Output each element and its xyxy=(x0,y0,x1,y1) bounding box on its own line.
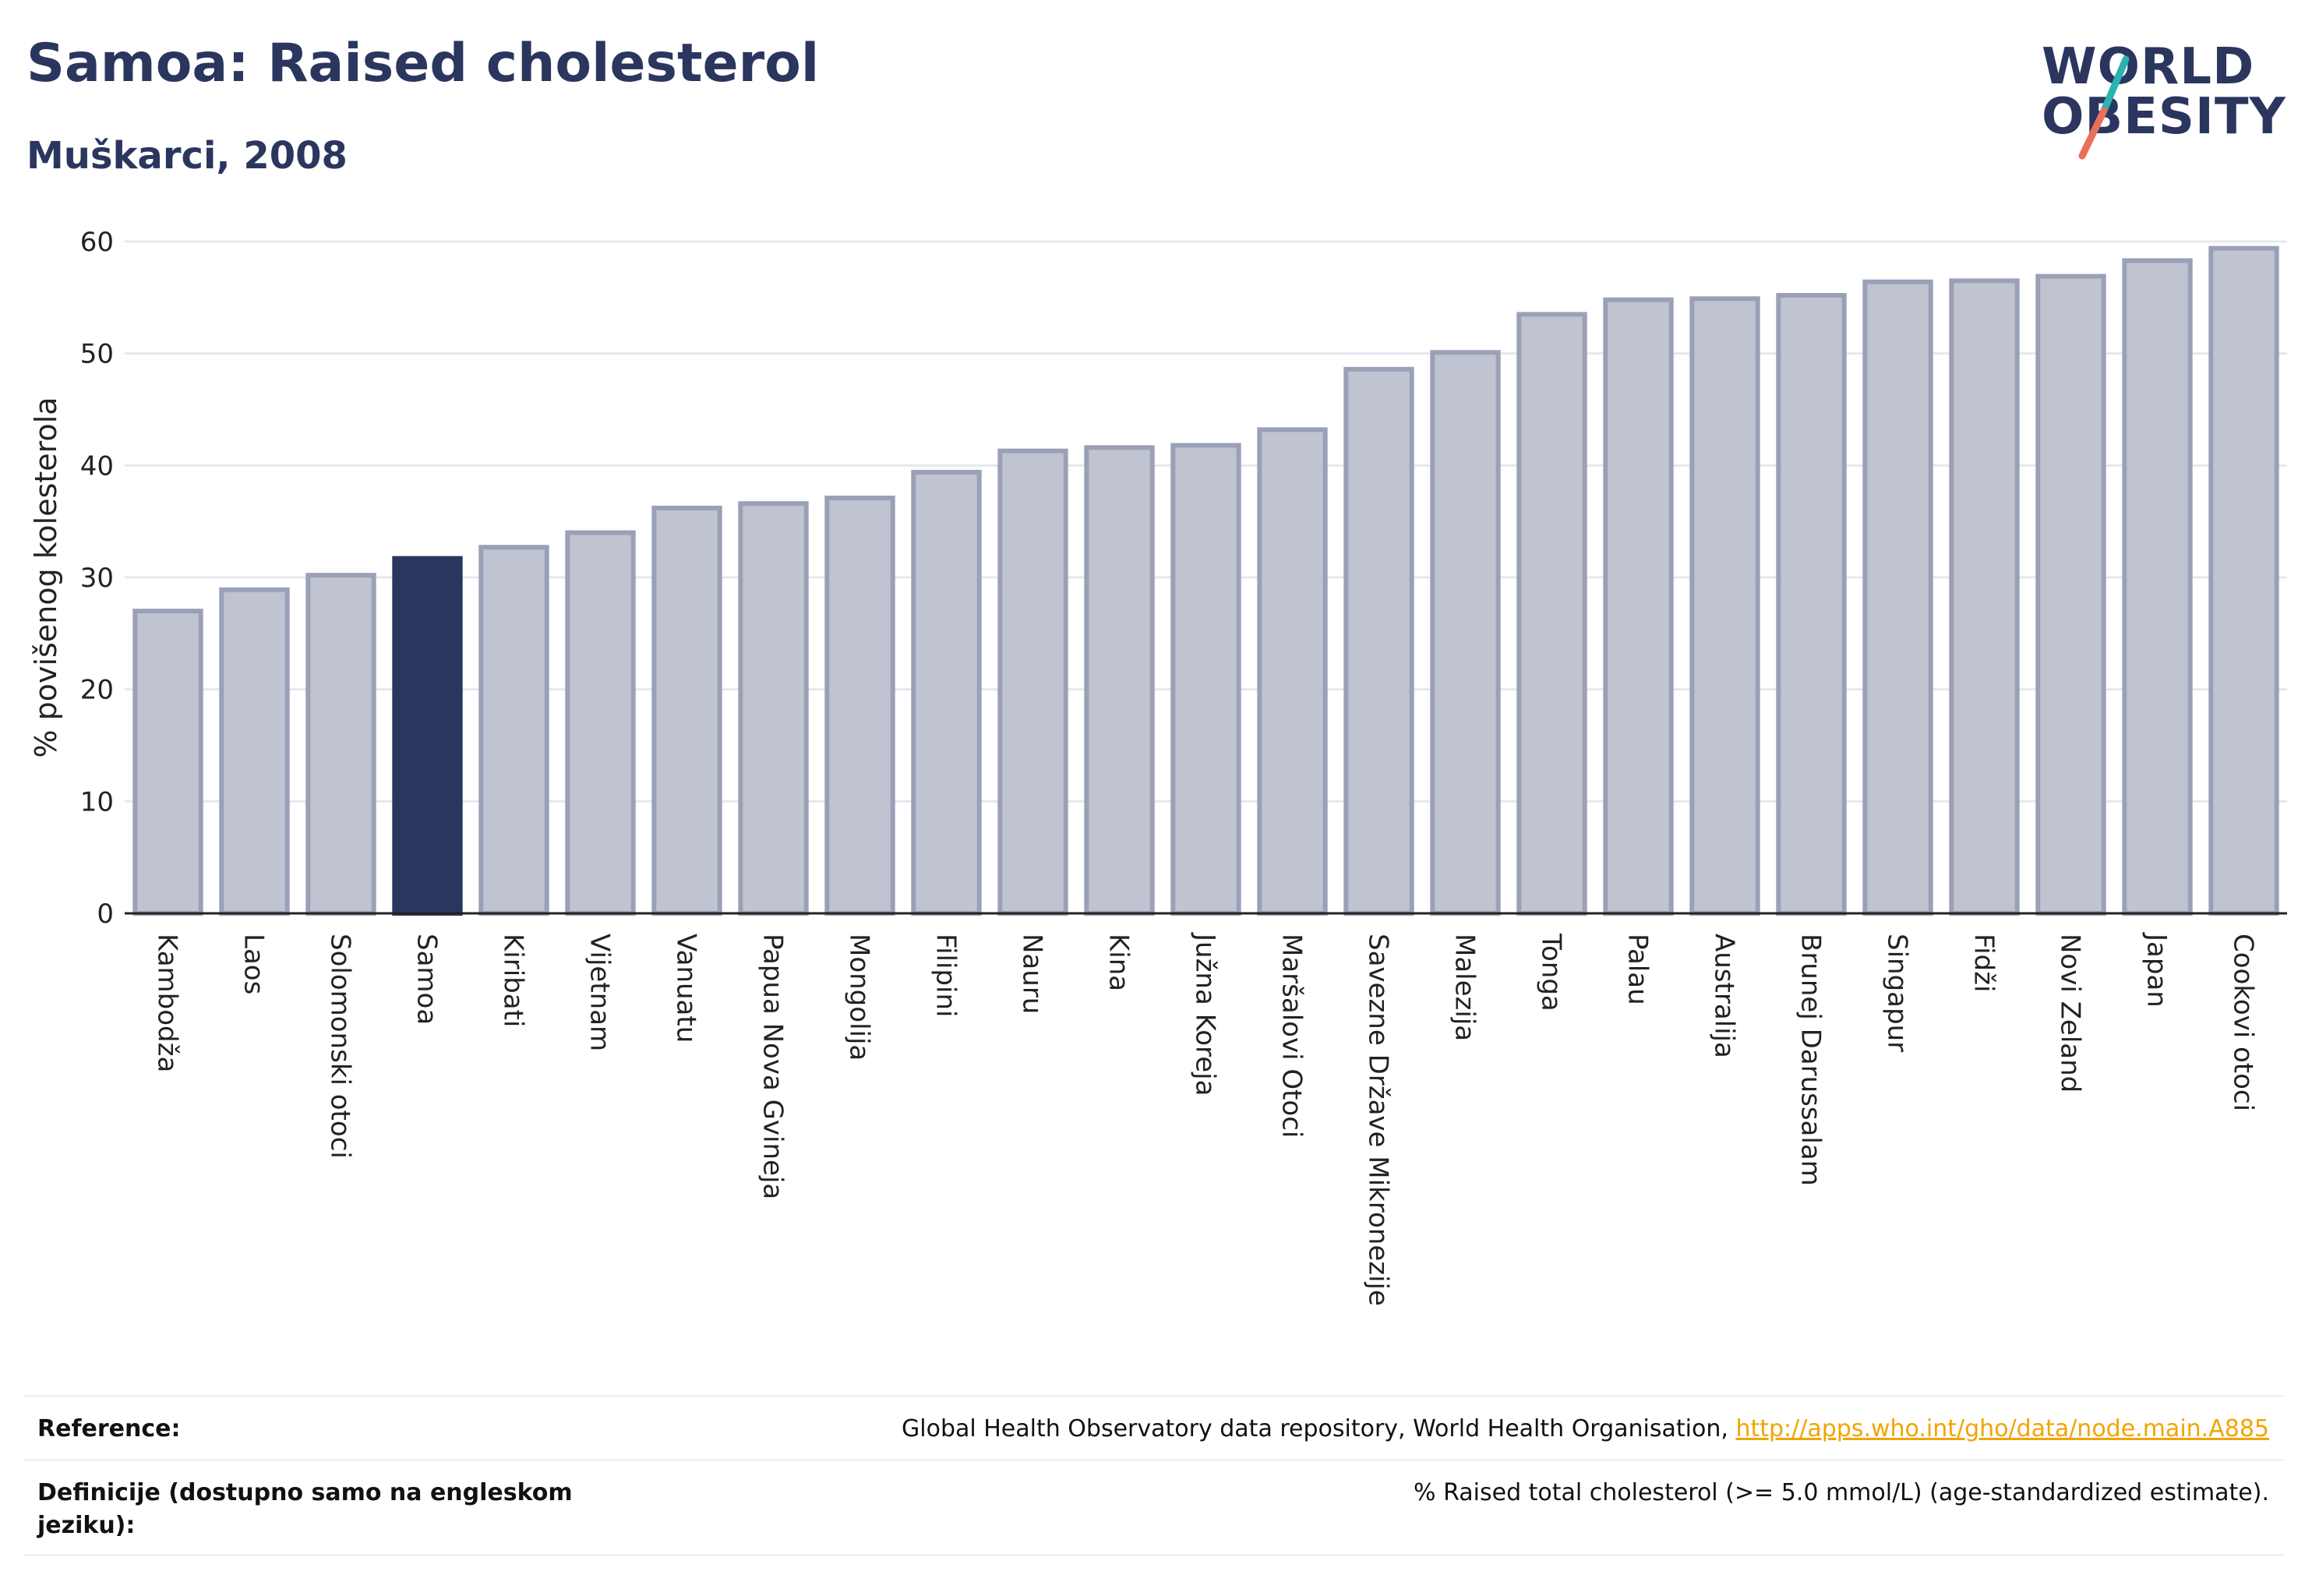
x-tick-label: Samoa xyxy=(411,934,443,1025)
y-tick-label: 0 xyxy=(97,899,114,930)
x-tick-label: Vanuatu xyxy=(671,934,702,1043)
bar-highlighted[interactable] xyxy=(392,556,463,916)
y-tick-label: 50 xyxy=(80,339,114,370)
y-tick-label: 30 xyxy=(80,563,114,594)
x-tick-label: Solomonski otoci xyxy=(325,934,356,1159)
bar[interactable] xyxy=(824,495,895,916)
x-tick-label: Malezija xyxy=(1449,934,1481,1041)
x-tick-label: Australija xyxy=(1709,934,1740,1058)
x-tick-label: Laos xyxy=(238,934,270,994)
x-tick-label: Palau xyxy=(1622,934,1654,1005)
chart-title: Samoa: Raised cholesterol xyxy=(26,33,820,94)
bar[interactable] xyxy=(132,609,203,916)
x-tick-label: Vijetnam xyxy=(584,934,616,1051)
bar[interactable] xyxy=(2122,258,2193,916)
x-tick-label: Kina xyxy=(1103,934,1135,991)
y-tick-label: 60 xyxy=(80,227,114,258)
x-tick-label: Kambodža xyxy=(152,934,183,1072)
bar[interactable] xyxy=(1689,296,1760,916)
bar[interactable] xyxy=(1170,443,1241,916)
x-tick-label: Maršalovi Otoci xyxy=(1276,934,1308,1138)
bar[interactable] xyxy=(1862,279,1933,916)
bar[interactable] xyxy=(911,469,982,916)
y-tick-label: 20 xyxy=(80,675,114,706)
x-tick-label: Filipini xyxy=(930,934,962,1017)
y-tick-label: 40 xyxy=(80,450,114,482)
x-tick-label: Cookovi otoci xyxy=(2228,934,2259,1111)
footer-bottom-rule xyxy=(23,1554,2283,1556)
bar[interactable] xyxy=(478,545,549,916)
world-obesity-logo[interactable]: WORLD OBESITY xyxy=(2026,39,2291,164)
bar[interactable] xyxy=(997,448,1068,916)
reference-link[interactable]: http://apps.who.int/gho/data/node.main.A… xyxy=(1735,1415,2269,1442)
x-tick-label: Fidži xyxy=(1968,934,2000,992)
x-tick-label: Papua Nova Gvineja xyxy=(757,934,789,1199)
definition-value: % Raised total cholesterol (>= 5.0 mmol/… xyxy=(1414,1479,2269,1506)
logo-slash-icon xyxy=(2078,55,2130,160)
bar[interactable] xyxy=(1516,312,1587,916)
bar[interactable] xyxy=(565,530,636,916)
bar[interactable] xyxy=(1257,427,1328,916)
x-tick-label: Mongolija xyxy=(844,934,875,1061)
x-tick-label: Japan xyxy=(2141,932,2173,1008)
logo-line2: OBESITY xyxy=(2042,88,2286,146)
bar[interactable] xyxy=(2035,274,2106,916)
bar[interactable] xyxy=(651,505,722,916)
bar-chart: 0 10 20 30 40 50 60 Kambodža Laos Solomonski oto… xyxy=(29,227,2287,1306)
y-tick-label: 10 xyxy=(80,786,114,817)
bar[interactable] xyxy=(1603,297,1674,916)
logo-line1: WORLD xyxy=(2042,38,2255,96)
chart-subtitle: Muškarci, 2008 xyxy=(26,134,348,178)
bar[interactable] xyxy=(1776,292,1847,916)
x-tick-label: Novi Zeland xyxy=(2055,934,2086,1093)
y-axis-title: % povišenog kolesterola xyxy=(29,397,63,757)
bar[interactable] xyxy=(219,587,290,916)
y-axis-ticks: 0 10 20 30 40 50 60 xyxy=(80,227,114,930)
reference-value: Global Health Observatory data repositor… xyxy=(902,1413,2269,1446)
definition-label: Definicije (dostupno samo na engleskom j… xyxy=(37,1479,573,1539)
reference-text: Global Health Observatory data repositor… xyxy=(902,1415,1736,1442)
x-tick-label: Singapur xyxy=(1882,934,1913,1052)
x-axis-ticks: Kambodža Laos Solomonski otoci Samoa Kiribat… xyxy=(152,932,2259,1306)
bar[interactable] xyxy=(2208,245,2279,916)
x-tick-label: Južna Koreja xyxy=(1190,932,1221,1096)
reference-label: Reference: xyxy=(37,1415,181,1442)
bar[interactable] xyxy=(1430,350,1501,916)
bars xyxy=(132,245,2279,916)
x-tick-label: Kiribati xyxy=(498,934,529,1027)
x-tick-label: Brunej Darussalam xyxy=(1795,934,1827,1186)
definition-row: Definicije (dostupno samo na engleskom j… xyxy=(23,1459,2283,1556)
reference-row: Reference: Global Health Observatory dat… xyxy=(23,1395,2283,1461)
bar[interactable] xyxy=(1949,278,2020,916)
bar[interactable] xyxy=(738,501,809,916)
x-tick-label: Nauru xyxy=(1017,934,1048,1014)
x-tick-label: Savezne Države Mikronezije xyxy=(1363,934,1394,1306)
bar[interactable] xyxy=(305,573,376,916)
bar[interactable] xyxy=(1084,445,1155,916)
x-tick-label: Tonga xyxy=(1536,933,1567,1012)
bar[interactable] xyxy=(1343,366,1414,916)
